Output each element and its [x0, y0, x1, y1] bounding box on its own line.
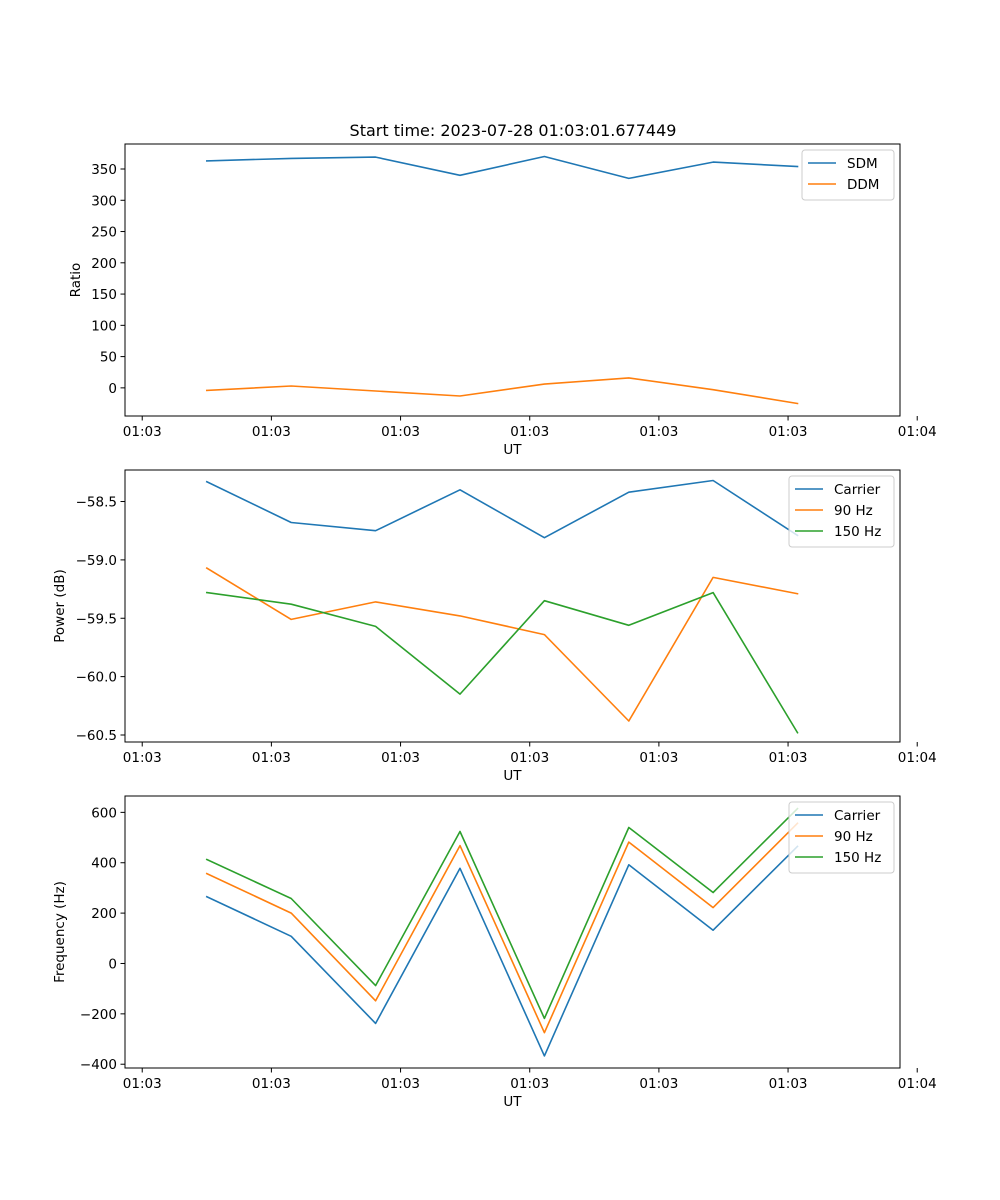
y-tick-label: 0 — [108, 956, 117, 972]
plot-frame — [124, 795, 901, 1069]
y-tick-label: −400 — [80, 1057, 117, 1073]
x-tick-label: 01:03 — [252, 750, 291, 766]
legend: SDM DDM — [801, 149, 895, 201]
series-line-150-hz — [205, 807, 799, 1020]
legend-label: SDM — [847, 156, 878, 172]
x-tick-label: 01:03 — [123, 750, 162, 766]
y-axis-label: Ratio — [68, 263, 84, 298]
x-tick-label: 01:03 — [381, 750, 420, 766]
y-tick-label: 200 — [91, 256, 117, 272]
x-axis-label: UT — [503, 1094, 522, 1110]
series-line-carrier — [205, 479, 799, 539]
x-axis-label: UT — [503, 442, 522, 458]
y-tick-label: 400 — [91, 856, 117, 872]
x-tick-label: 01:03 — [123, 424, 162, 440]
legend-box — [788, 801, 895, 874]
x-tick-label: 01:04 — [898, 424, 937, 440]
plot-frame — [124, 143, 901, 417]
legend-label: DDM — [847, 177, 879, 193]
x-tick-label: 01:04 — [898, 750, 937, 766]
y-tick-label: −58.5 — [76, 495, 117, 511]
y-tick-label: 350 — [91, 162, 117, 178]
series-line-carrier — [205, 845, 799, 1057]
y-tick-label: 150 — [91, 287, 117, 303]
y-tick-label: −60.0 — [76, 670, 117, 686]
x-axis-label: UT — [503, 768, 522, 784]
chart-2: 01:03 01:03 01:03 01:03 01:03 01:03 01:04 −60.5… — [52, 469, 937, 784]
x-tick-label: 01:03 — [769, 750, 808, 766]
y-tick-label: −60.5 — [76, 728, 117, 744]
x-tick-label: 01:03 — [510, 750, 549, 766]
x-tick-label: 01:03 — [639, 424, 678, 440]
y-tick-label: 250 — [91, 225, 117, 241]
y-tick-label: 600 — [91, 805, 117, 821]
series-line-90-hz — [205, 822, 799, 1034]
y-tick-label: −200 — [80, 1007, 117, 1023]
y-axis-label: Frequency (Hz) — [52, 881, 68, 983]
y-tick-label: 300 — [91, 193, 117, 209]
y-tick-label: −59.5 — [76, 611, 117, 627]
series-line-90-hz — [205, 567, 799, 722]
legend-label: 150 Hz — [834, 850, 881, 866]
y-tick-label: −59.0 — [76, 553, 117, 569]
x-tick-label: 01:03 — [252, 424, 291, 440]
plot-frame — [124, 469, 901, 743]
x-tick-label: 01:03 — [769, 424, 808, 440]
legend-box — [788, 475, 895, 548]
series-line-sdm — [205, 155, 799, 180]
y-axis-label: Power (dB) — [52, 569, 68, 642]
figure-title: Start time: 2023-07-28 01:03:01.677449 — [350, 121, 677, 140]
x-tick-label: 01:03 — [769, 1076, 808, 1092]
x-tick-label: 01:03 — [639, 1076, 678, 1092]
y-tick-label: 200 — [91, 906, 117, 922]
x-tick-label: 01:03 — [510, 424, 549, 440]
x-tick-label: 01:03 — [381, 424, 420, 440]
series-line-150-hz — [205, 591, 799, 734]
legend: Carrier 90 Hz 150 Hz — [788, 801, 895, 874]
legend-label: Carrier — [834, 808, 881, 824]
legend-label: 90 Hz — [834, 503, 873, 519]
chart-3: 01:03 01:03 01:03 01:03 01:03 01:03 01:04 −400 −… — [52, 795, 937, 1110]
x-tick-label: 01:03 — [639, 750, 678, 766]
legend-label: Carrier — [834, 482, 881, 498]
charts-group: 01:03 01:03 01:03 01:03 01:03 01:03 01:04 0 50 10… — [52, 143, 937, 1110]
x-tick-label: 01:03 — [252, 1076, 291, 1092]
y-tick-label: 100 — [91, 318, 117, 334]
x-tick-label: 01:03 — [510, 1076, 549, 1092]
legend-label: 150 Hz — [834, 524, 881, 540]
series-line-ddm — [205, 377, 799, 405]
y-tick-label: 50 — [100, 350, 117, 366]
x-tick-label: 01:03 — [123, 1076, 162, 1092]
y-tick-label: 0 — [108, 381, 117, 397]
legend-label: 90 Hz — [834, 829, 873, 845]
x-tick-label: 01:03 — [381, 1076, 420, 1092]
x-tick-label: 01:04 — [898, 1076, 937, 1092]
legend: Carrier 90 Hz 150 Hz — [788, 475, 895, 548]
chart-1: 01:03 01:03 01:03 01:03 01:03 01:03 01:04 0 50 10… — [68, 143, 937, 458]
